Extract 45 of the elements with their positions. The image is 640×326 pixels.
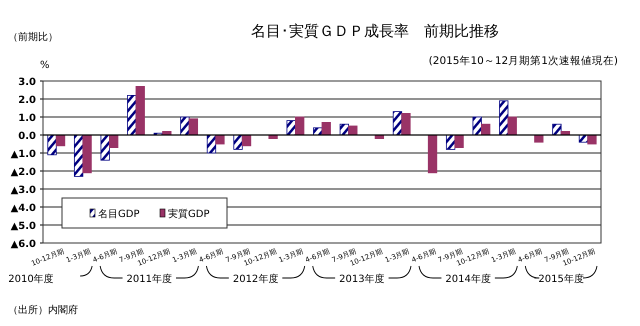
bar [295,116,304,136]
bar [401,113,411,136]
text: % [40,60,50,71]
bar [215,134,225,144]
bar [136,86,145,136]
text: 2013年度 [339,273,385,285]
bar [127,95,136,136]
y-tick-label: ▲2.0 [10,167,36,178]
y-axis-title: （前期比） [8,31,58,43]
y-tick-label: 2.0 [18,95,36,106]
chart-subtitle: (2015年10～12月期第1次速報値現在) [428,54,618,67]
legend-label: 実質GDP [168,208,210,220]
bar [109,134,118,148]
bar [188,118,198,136]
bar [472,116,482,136]
bar [534,134,544,143]
bar [481,124,490,136]
bar [499,100,508,136]
legend-label: 名目GDP [98,208,140,220]
bar [74,134,84,177]
bar [552,124,562,136]
y-tick-label: ▲6.0 [10,239,36,250]
bar [428,134,438,174]
text: 2010年度 [8,273,54,285]
chart-title: 名目･実質ＧＤＰ成長率 前期比推移 [251,22,499,40]
bar [206,134,216,154]
bar [587,134,597,144]
text: 2014年度 [445,273,491,285]
bar [508,116,517,136]
y-tick-label: ▲3.0 [10,185,36,196]
text: （出所）内閣府 [8,304,78,316]
text: 2012年度 [232,273,278,285]
text: 2015年度 [538,273,584,285]
bar [454,134,464,148]
y-tick-label: 1.0 [18,113,36,124]
bar [322,122,331,136]
text: 2011年度 [126,273,172,285]
y-tick-label: ▲4.0 [10,203,36,214]
y-tick-label: ▲5.0 [10,221,36,232]
bar [100,134,110,161]
y-tick-label: 3.0 [18,77,36,88]
bar [82,134,92,174]
y-tick-label: ▲1.0 [10,149,36,160]
y-tick-label: 0.0 [18,131,36,142]
bar [348,126,358,136]
